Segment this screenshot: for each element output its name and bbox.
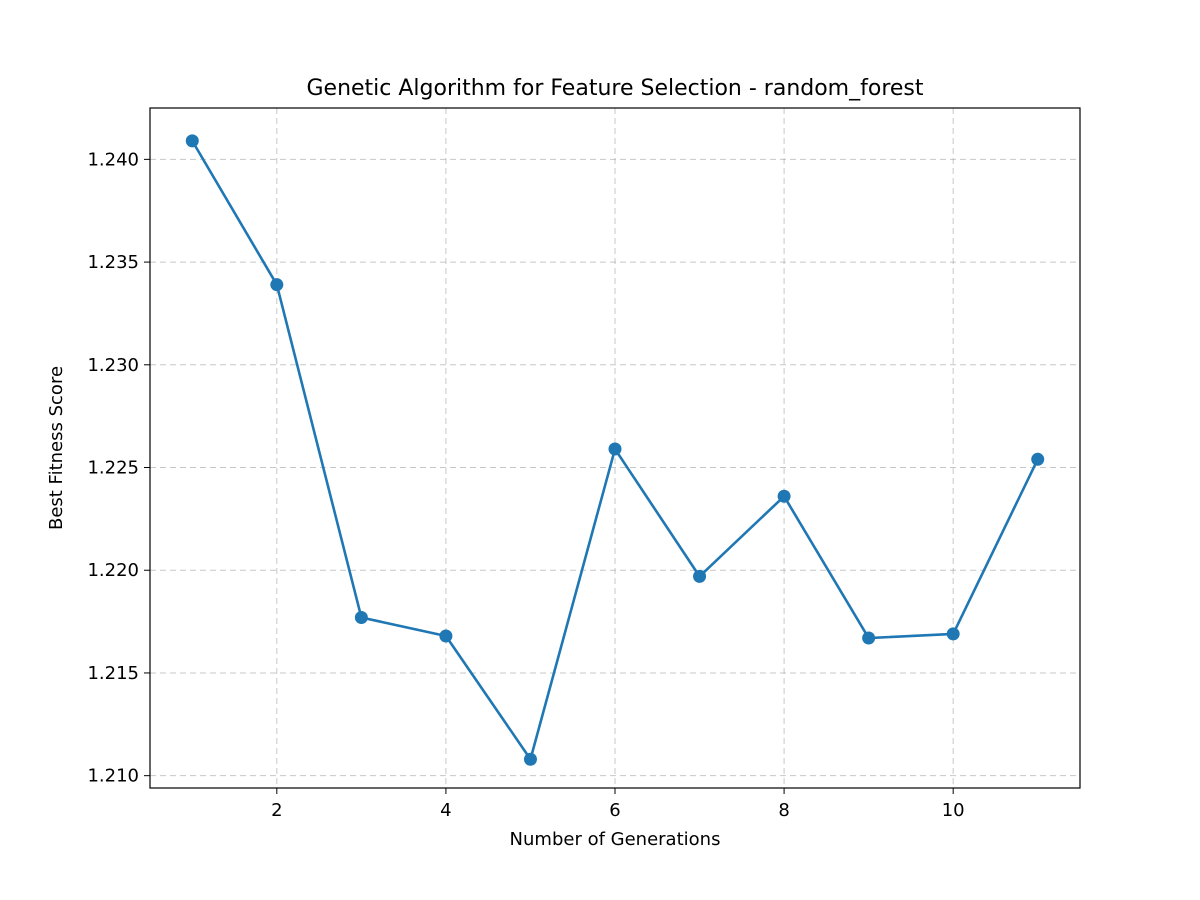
x-tick-label: 10 xyxy=(942,800,965,821)
y-tick-label: 1.225 xyxy=(87,458,139,479)
chart-title: Genetic Algorithm for Feature Selection … xyxy=(306,76,923,101)
data-point xyxy=(777,489,791,503)
grid xyxy=(150,108,1080,788)
data-point xyxy=(608,442,622,456)
series-layer xyxy=(185,134,1045,766)
x-tick-label: 4 xyxy=(440,800,451,821)
data-point xyxy=(946,627,960,641)
data-point xyxy=(862,631,876,645)
data-point xyxy=(693,569,707,583)
data-point xyxy=(185,134,199,148)
data-point xyxy=(270,278,284,292)
data-point xyxy=(354,610,368,624)
axes-layer: 2 4 6 8 10 1.210 1.215 1.220 1.225 1.230 1.235 1.24… xyxy=(87,149,964,821)
x-tick-label: 2 xyxy=(271,800,282,821)
y-tick-label: 1.230 xyxy=(87,355,139,376)
y-tick-label: 1.220 xyxy=(87,560,139,581)
data-point xyxy=(439,629,453,643)
y-axis-title: Best Fitness Score xyxy=(46,366,67,530)
x-axis-title: Number of Generations xyxy=(510,829,721,850)
data-point xyxy=(1031,452,1045,466)
y-tick-label: 1.210 xyxy=(87,766,139,787)
data-point xyxy=(523,752,537,766)
x-tick-label: 8 xyxy=(778,800,789,821)
y-tick-label: 1.215 xyxy=(87,663,139,684)
y-tick-label: 1.235 xyxy=(87,252,139,273)
x-tick-label: 6 xyxy=(609,800,620,821)
y-tick-label: 1.240 xyxy=(87,149,139,170)
